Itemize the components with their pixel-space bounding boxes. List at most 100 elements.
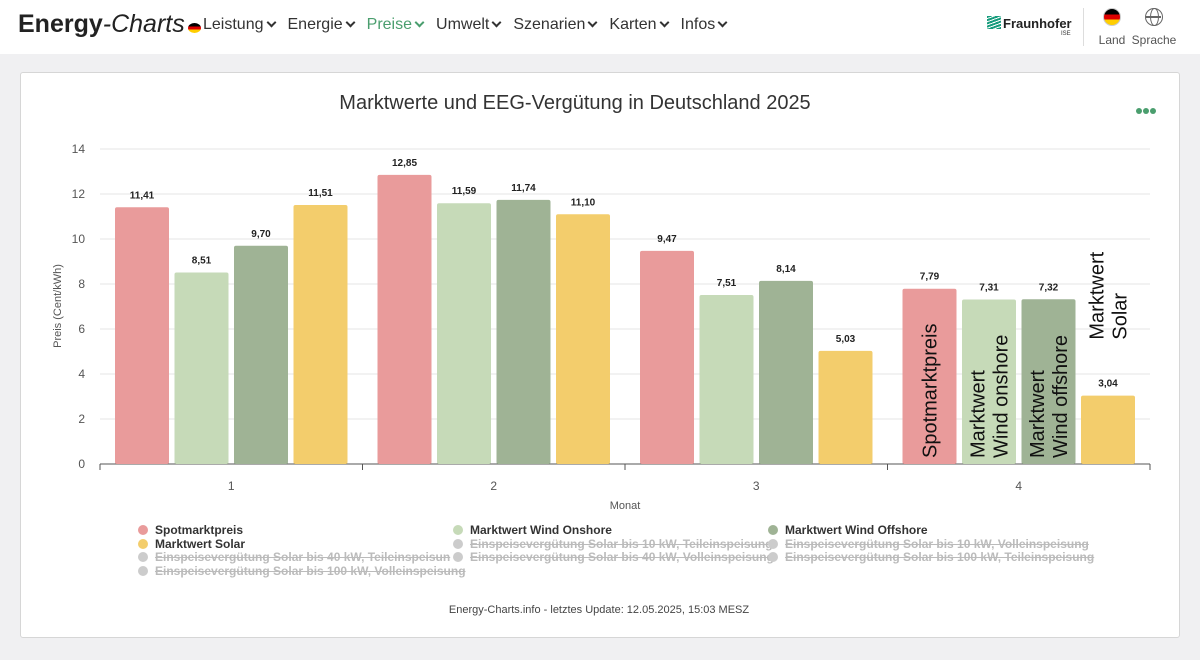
data-label: 7,51 xyxy=(717,278,737,289)
x-axis-title: Monat xyxy=(610,500,641,512)
bar-spotmarktpreis-3 xyxy=(640,250,694,464)
legend-item[interactable]: Einspeisevergütung Solar bis 100 kW, Vol… xyxy=(138,564,466,578)
nav-infos[interactable]: Infos xyxy=(680,16,728,34)
german-flag-round-icon xyxy=(1103,8,1121,26)
legend-item[interactable]: Einspeisevergütung Solar bis 40 kW, Voll… xyxy=(453,550,774,564)
fraunhofer-mark-icon xyxy=(987,16,1001,29)
nav-label: Preise xyxy=(366,16,413,33)
bar-marktwert-wind-onshore-4 xyxy=(962,299,1016,464)
y-tick-label: 10 xyxy=(72,232,86,246)
legend-dot-icon xyxy=(453,552,463,562)
legend-dot-icon xyxy=(138,525,148,535)
data-label: 11,41 xyxy=(130,190,155,201)
nav-label: Karten xyxy=(609,16,657,33)
nav-karten[interactable]: Karten xyxy=(609,16,669,34)
german-flag-icon xyxy=(187,23,201,33)
x-tick-label: 4 xyxy=(1015,479,1022,493)
series-annotation: MarktwertSolar xyxy=(1087,251,1132,339)
country-label: Land xyxy=(1098,33,1126,47)
y-tick-label: 6 xyxy=(78,322,85,336)
energy-charts-logo[interactable]: Energy-Charts xyxy=(18,10,201,39)
legend-label: Einspeisevergütung Solar bis 100 kW, Tei… xyxy=(785,550,1095,564)
main-menu: Leistung Energie Preise Umwelt Szenarien Kart… xyxy=(203,16,739,34)
y-tick-label: 8 xyxy=(78,277,85,291)
legend-item[interactable]: Marktwert Solar xyxy=(138,537,245,551)
data-label: 11,74 xyxy=(511,183,536,194)
annotation-line: Marktwert xyxy=(1027,370,1049,458)
legend-item[interactable]: Spotmarktpreis xyxy=(138,523,243,537)
data-label: 9,70 xyxy=(251,229,271,240)
data-label: 12,85 xyxy=(392,158,417,169)
annotation-line: Marktwert xyxy=(1087,251,1109,339)
legend-dot-icon xyxy=(138,565,148,576)
bar-marktwert-solar-1 xyxy=(293,205,348,464)
nav-szenarien[interactable]: Szenarien xyxy=(513,16,598,34)
legend-item[interactable]: Einspeisevergütung Solar bis 40 kW, Teil… xyxy=(138,550,450,564)
annotation-line: Spotmarktpreis xyxy=(920,324,942,459)
header-divider xyxy=(1083,8,1084,46)
bar-marktwert-wind-onshore-1 xyxy=(174,272,229,464)
annotation-line: Solar xyxy=(1110,293,1132,340)
legend-label: Spotmarktpreis xyxy=(155,523,244,537)
bar-marktwert-wind-offshore-4 xyxy=(1021,299,1076,464)
nav-label: Energie xyxy=(287,16,343,33)
language-selector[interactable]: Sprache xyxy=(1129,8,1179,47)
top-navigation-bar: Energy-Charts Leistung Energie Preise Umwel… xyxy=(0,0,1200,54)
bar-spotmarktpreis-2 xyxy=(377,174,432,464)
menu-dot-icon xyxy=(1136,108,1142,114)
legend-label: Einspeisevergütung Solar bis 40 kW, Voll… xyxy=(470,550,774,564)
bar-marktwert-wind-offshore-2 xyxy=(496,199,551,464)
data-label: 11,59 xyxy=(452,186,477,197)
nav-energie[interactable]: Energie xyxy=(287,16,356,34)
legend-dot-icon xyxy=(453,538,463,549)
nav-label: Umwelt xyxy=(436,16,490,33)
nav-umwelt[interactable]: Umwelt xyxy=(436,16,502,34)
menu-dot-icon xyxy=(1150,108,1156,114)
legend-label: Einspeisevergütung Solar bis 40 kW, Teil… xyxy=(155,550,451,564)
legend-dot-icon xyxy=(453,525,463,535)
nav-preise[interactable]: Preise xyxy=(366,16,425,34)
x-tick-label: 2 xyxy=(490,479,497,493)
bar-marktwert-wind-onshore-3 xyxy=(699,295,754,464)
legend-item[interactable]: Marktwert Wind Onshore xyxy=(453,523,612,537)
y-tick-label: 4 xyxy=(78,367,85,381)
legend-dot-icon xyxy=(768,538,778,549)
country-selector[interactable]: Land xyxy=(1087,8,1137,47)
data-label: 8,14 xyxy=(776,264,796,275)
chart-credits: Energy-Charts.info - letztes Update: 12.… xyxy=(448,604,750,616)
annotation-line: Wind onshore xyxy=(991,335,1013,458)
y-tick-label: 0 xyxy=(78,457,85,471)
annotation-line: Wind offshore xyxy=(1050,335,1072,458)
series-annotation: MarktwertWind offshore xyxy=(1027,335,1072,458)
legend-label: Einspeisevergütung Solar bis 10 kW, Teil… xyxy=(470,536,773,551)
data-label: 9,47 xyxy=(657,234,677,245)
bar-marktwert-solar-4 xyxy=(1081,395,1135,464)
chart-menu-button[interactable] xyxy=(1136,101,1160,114)
nav-label: Szenarien xyxy=(513,16,586,33)
bar-marktwert-wind-onshore-2 xyxy=(437,203,491,464)
x-tick-label: 3 xyxy=(753,479,760,493)
legend-item[interactable]: Einspeisevergütung Solar bis 10 kW, Teil… xyxy=(453,537,773,551)
bar-marktwert-wind-offshore-3 xyxy=(759,280,813,464)
data-label: 7,31 xyxy=(979,283,999,294)
series-annotation: Spotmarktpreis xyxy=(920,324,942,459)
nav-label: Infos xyxy=(680,16,716,33)
bar-spotmarktpreis-1 xyxy=(115,207,169,464)
data-label: 3,04 xyxy=(1098,379,1118,390)
logo-charts: -Charts xyxy=(102,10,185,38)
nav-leistung[interactable]: Leistung xyxy=(203,16,276,34)
fraunhofer-text: Fraunhofer xyxy=(1003,16,1072,31)
fraunhofer-logo[interactable]: Fraunhofer ISE xyxy=(987,15,1072,37)
bar-marktwert-wind-offshore-1 xyxy=(234,245,288,464)
legend-label: Marktwert Solar xyxy=(155,536,246,551)
y-tick-label: 2 xyxy=(78,412,85,426)
legend-item[interactable]: Marktwert Wind Offshore xyxy=(768,523,928,537)
legend-dot-icon xyxy=(138,552,148,562)
legend-item[interactable]: Einspeisevergütung Solar bis 10 kW, Voll… xyxy=(768,537,1089,551)
globe-icon xyxy=(1145,8,1163,26)
data-label: 8,51 xyxy=(192,256,212,267)
legend-dot-icon xyxy=(138,538,148,549)
legend-item[interactable]: Einspeisevergütung Solar bis 100 kW, Tei… xyxy=(768,550,1094,564)
chart-title: Marktwerte und EEG-Vergütung in Deutschl… xyxy=(339,92,811,114)
y-axis-title: Preis (Cent/kWh) xyxy=(52,264,64,348)
